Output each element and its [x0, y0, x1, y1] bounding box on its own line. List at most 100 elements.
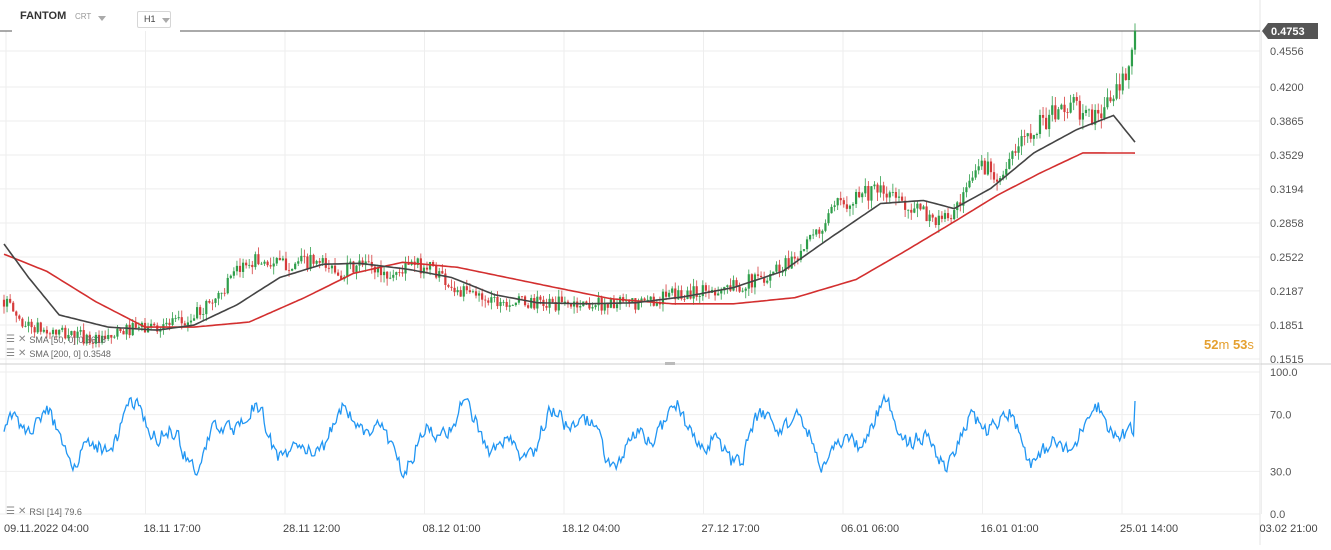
candle-body: [894, 191, 898, 198]
candle: [965, 182, 968, 198]
sma-long-legend[interactable]: ☰ ✕ SMA [200, 0] 0.3548: [6, 348, 111, 359]
candle-body: [278, 257, 281, 261]
candle: [336, 269, 340, 277]
symbol-name[interactable]: FANTOM: [20, 10, 67, 22]
candle-body: [790, 256, 793, 269]
candle: [30, 319, 33, 334]
candle-body: [904, 200, 907, 210]
candle: [165, 317, 168, 327]
candle: [235, 260, 239, 276]
candle: [885, 186, 888, 204]
candle: [821, 229, 824, 243]
candle-body: [833, 205, 836, 207]
candle-body: [1094, 109, 1097, 125]
candle-body: [241, 262, 245, 272]
close-icon[interactable]: ✕: [17, 334, 27, 345]
rsi-line: [3, 393, 1136, 479]
candle: [300, 248, 303, 264]
candle: [202, 307, 205, 322]
close-icon[interactable]: ✕: [17, 506, 27, 517]
candle: [159, 326, 162, 338]
candle-body: [671, 288, 674, 293]
candle-body: [119, 328, 122, 332]
current-price-tag-label: 0.4753: [1271, 26, 1305, 38]
candle-body: [928, 214, 931, 222]
candle-body: [441, 271, 444, 274]
candle: [949, 214, 953, 223]
candle-body: [1032, 135, 1035, 139]
candle: [94, 332, 98, 348]
candle-body: [174, 318, 177, 320]
candle-body: [885, 193, 888, 198]
candle-body: [70, 331, 73, 335]
candle: [284, 251, 288, 271]
close-icon[interactable]: ✕: [17, 348, 27, 359]
candle-body: [879, 185, 882, 193]
candle-body: [735, 280, 738, 287]
menu-icon[interactable]: ☰: [6, 506, 15, 517]
candle: [913, 201, 916, 214]
candle-body: [934, 217, 937, 225]
candle-body: [900, 196, 904, 201]
candle-body: [100, 335, 104, 343]
candle: [870, 185, 873, 209]
candle-body: [45, 329, 49, 334]
candle: [462, 283, 465, 302]
candle: [275, 257, 278, 266]
candle-body: [395, 272, 398, 275]
candle: [211, 299, 214, 311]
candle: [64, 325, 67, 340]
sma-long-legend-label: SMA [200, 0] 0.3548: [29, 348, 111, 359]
candle-body: [477, 293, 481, 296]
symbol-chevron-down-icon[interactable]: [98, 16, 106, 21]
candle: [818, 226, 821, 239]
time-tick-label: 08.12 01:00: [423, 523, 481, 535]
candle-body: [882, 185, 885, 194]
rsi-legend[interactable]: ☰ ✕ RSI [14] 79.6: [6, 506, 82, 517]
candle-body: [1127, 66, 1130, 80]
candle-body: [425, 267, 429, 270]
candle-body: [919, 203, 922, 210]
candle: [97, 330, 101, 348]
candle-body: [1041, 114, 1045, 118]
candle: [1090, 104, 1094, 126]
candle: [793, 252, 796, 267]
sma-short-legend[interactable]: ☰ ✕ SMA [50, 0] 0.3618: [6, 334, 106, 345]
current-price-tag-bg: [1262, 23, 1318, 39]
candle-body: [1130, 49, 1134, 67]
rsi-tick-label: 30.0: [1270, 466, 1291, 478]
candle-body: [202, 314, 205, 315]
candle-body: [51, 329, 55, 334]
timeframe-select[interactable]: H1: [137, 11, 171, 28]
menu-icon[interactable]: ☰: [6, 348, 15, 359]
candle-body: [330, 265, 334, 269]
candle-body: [471, 291, 475, 293]
candle-body: [300, 255, 303, 262]
candle-countdown: 52m 53s: [1204, 337, 1254, 352]
candle-body: [404, 261, 407, 274]
candle: [309, 246, 312, 272]
candle: [110, 334, 113, 344]
candle-body: [73, 331, 76, 338]
candle-body: [168, 322, 171, 325]
candle: [842, 197, 845, 208]
candle-body: [453, 287, 456, 293]
candle-body: [315, 260, 318, 264]
candle: [189, 313, 193, 327]
candle: [174, 314, 177, 323]
candle-body: [965, 187, 968, 193]
candle-body: [949, 218, 953, 220]
candle-body: [61, 327, 64, 330]
candle: [579, 300, 582, 311]
menu-icon[interactable]: ☰: [6, 334, 15, 345]
candle: [386, 271, 389, 286]
candle-body: [94, 334, 98, 344]
candle-body: [1066, 112, 1069, 113]
candle: [208, 298, 211, 304]
candle: [851, 202, 855, 215]
candle-body: [55, 329, 58, 335]
candle: [839, 191, 842, 206]
candle-body: [355, 265, 358, 273]
candle-body: [769, 273, 772, 281]
